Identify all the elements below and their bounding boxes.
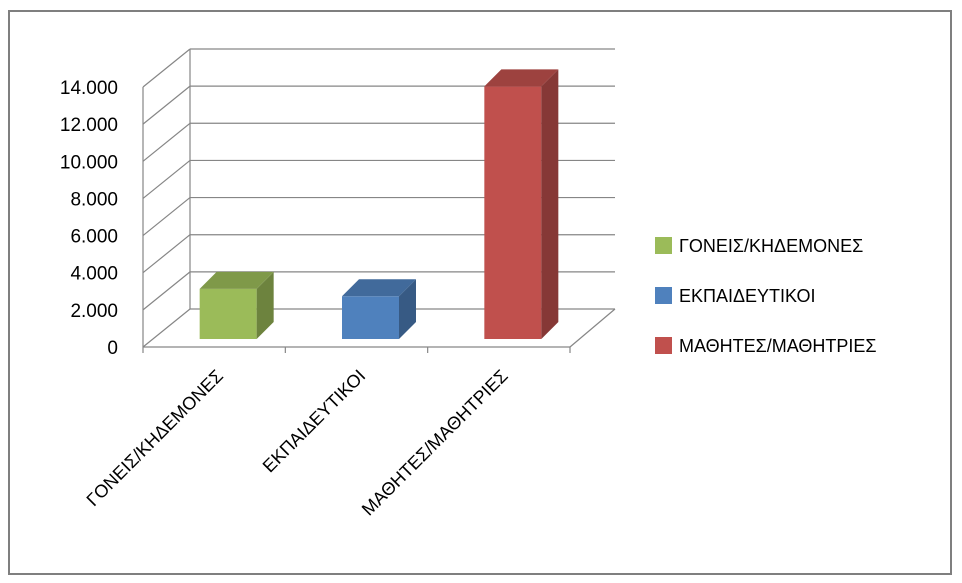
legend-label: ΕΚΠΑΙΔΕΥΤΙΚΟΙ [679,286,816,306]
bar-2-front [342,296,399,339]
y-tick-label: 4.000 [70,264,118,285]
bar-1-top [199,271,274,289]
bar-2-top [342,279,416,297]
y-tick-label: 6.000 [70,227,118,248]
gridline-side [142,197,191,237]
bar-3-front [484,86,542,339]
y-tick-label: 2.000 [70,301,118,322]
gridline-side [142,234,191,274]
legend-label: ΜΑΘΗΤΕΣ/ΜΑΘΗΤΡΙΕΣ [679,336,877,356]
y-tick-label: 14.000 [60,78,118,99]
legend-swatch [655,287,672,304]
gridline-side [142,48,191,88]
bar-2-side [399,279,416,339]
y-tick-label: 0 [107,338,118,359]
gridline-side [142,159,191,199]
x-category-label: ΕΚΠΑΙΔΕΥΤΙΚΟΙ [259,366,370,477]
gridline-side [142,308,191,348]
x-category-label: ΜΑΘΗΤΕΣ/ΜΑΘΗΤΡΙΕΣ [358,366,512,520]
y-tick-label: 12.000 [60,115,118,136]
bar-3-side [541,69,559,339]
gridline-side [142,271,191,311]
x-category-label: ΓΟΝΕΙΣ/ΚΗΔΕΜΟΝΕΣ [83,366,227,510]
bar-1-side [256,271,274,339]
legend-label: ΓΟΝΕΙΣ/ΚΗΔΕΜΟΝΕΣ [679,236,863,256]
floor-side-edge [569,308,616,348]
gridline-side [142,85,191,125]
y-tick-label: 8.000 [70,189,118,210]
y-tick-label: 10.000 [60,152,118,173]
legend-swatch [655,237,672,254]
bar-1-front [199,288,257,339]
bar-3-top [484,69,559,87]
legend-swatch [655,337,672,354]
gridline-side [142,122,191,162]
